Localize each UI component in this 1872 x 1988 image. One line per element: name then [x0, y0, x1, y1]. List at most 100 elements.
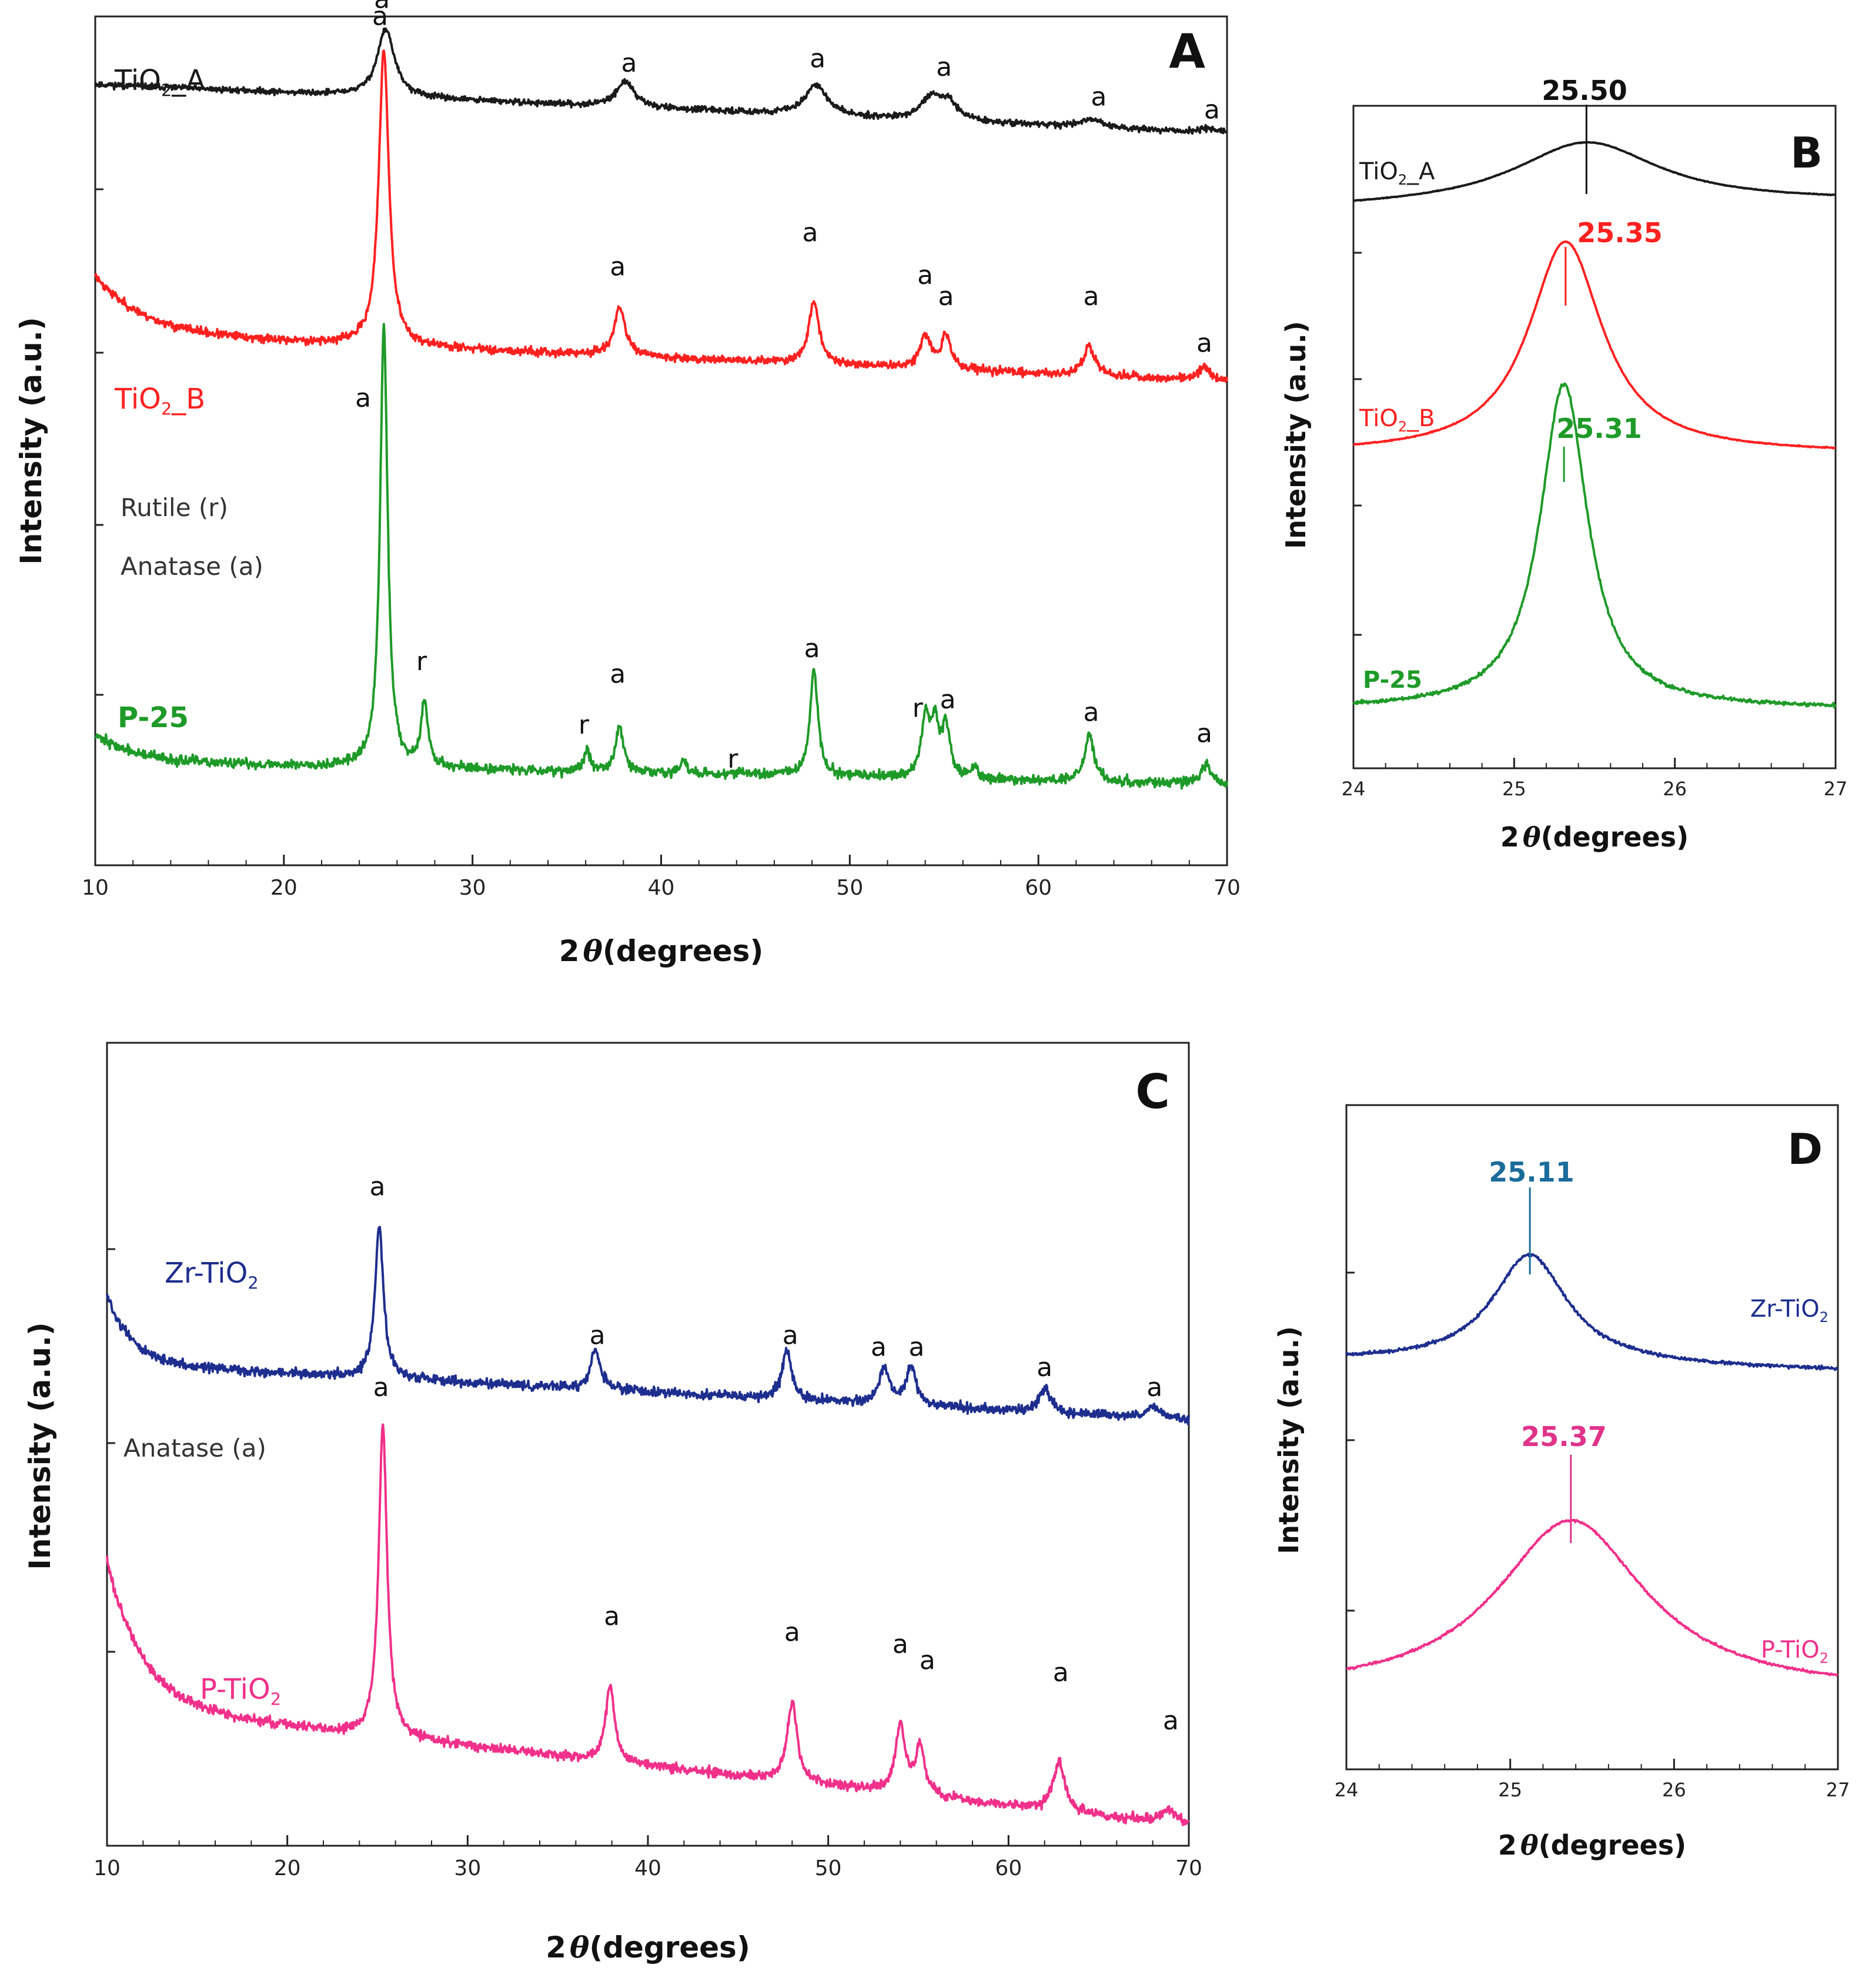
peak-label-anatase: a [1084, 698, 1099, 728]
series-label-main: TiO [1359, 405, 1398, 432]
series-label: TiO2_A [1359, 158, 1435, 188]
peak-position-value: 25.31 [1556, 413, 1642, 444]
x-axis-label-symbol: θ [583, 933, 603, 968]
x-tick-label: 40 [634, 1856, 661, 1880]
peak-label-rutile: r [912, 693, 924, 723]
x-axis-label-suffix: (degrees) [1541, 821, 1689, 853]
series-label-subscript: 2 [1398, 419, 1407, 435]
peak-label-anatase: a [372, 1, 388, 31]
series-label-main: Zr-TiO [165, 1257, 248, 1290]
plot-frame [1352, 105, 1837, 769]
series-label-subscript: 2 [270, 1689, 281, 1709]
peak-label-anatase: a [1091, 82, 1107, 112]
x-axis-label: 2 θ(degrees) [546, 1930, 750, 1964]
x-tick-label: 30 [454, 1856, 481, 1880]
series-label: P-TiO2 [200, 1673, 281, 1709]
peak-label-anatase: a [908, 1333, 924, 1363]
series-label-tail: _A [1406, 158, 1435, 185]
x-tick-label: 26 [1662, 1779, 1686, 1801]
series-line-tio2-b [94, 49, 1228, 383]
y-axis-label: Intensity (a.u.) [1280, 321, 1312, 549]
series-label: TiO2_B [114, 383, 205, 419]
peak-label-anatase: a [783, 1320, 798, 1350]
x-tick-label: 27 [1826, 1779, 1850, 1801]
peak-label-anatase: a [1146, 1373, 1162, 1403]
panel-letter: B [1790, 128, 1823, 178]
x-axis-label-prefix: 2 [1498, 1829, 1517, 1861]
series-label: P-25 [118, 701, 189, 734]
x-axis-label: 2 θ(degrees) [1500, 821, 1689, 853]
peak-label-anatase: a [610, 660, 626, 690]
peak-label-anatase: a [940, 685, 956, 715]
legend-note: Rutile (r) [121, 493, 228, 522]
x-tick-label: 70 [1214, 876, 1241, 900]
y-axis-label: Intensity (a.u.) [14, 317, 48, 564]
series-label-subscript: 2 [161, 399, 172, 419]
series-line-zr-tio2 [1345, 1253, 1839, 1371]
peak-label-anatase: a [370, 1172, 386, 1202]
series-label-subscript: 2 [1398, 172, 1407, 188]
x-tick-label: 70 [1175, 1856, 1202, 1880]
series-line-tio2-a [94, 27, 1228, 135]
panel-letter: C [1135, 1065, 1170, 1119]
peak-label-anatase: a [621, 48, 637, 78]
series-label-main: TiO [114, 383, 161, 416]
x-axis-label-suffix: (degrees) [1539, 1829, 1687, 1861]
x-tick-label: 20 [274, 1856, 301, 1880]
series-line-p25 [95, 323, 1228, 790]
x-axis-label-symbol: θ [1520, 1829, 1539, 1861]
series-label-subscript: 2 [161, 81, 172, 101]
x-axis-label-prefix: 2 [559, 934, 580, 968]
series-label: P-25 [1363, 667, 1422, 694]
series-label: Zr-TiO2 [165, 1257, 259, 1293]
series-label-main: P-TiO [200, 1673, 270, 1706]
series-line-tio2-b [1352, 240, 1836, 450]
peak-label-anatase: a [1204, 95, 1220, 125]
peak-label-anatase: a [1084, 282, 1099, 312]
panel-letter: A [1169, 24, 1205, 79]
peak-label-anatase: a [1037, 1353, 1052, 1383]
y-axis-label: Intensity (a.u.) [1273, 1326, 1305, 1554]
peak-label-anatase: a [917, 260, 933, 290]
legend-note: Anatase (a) [123, 1434, 266, 1462]
series-line-p-tio2 [1346, 1518, 1838, 1676]
peak-label-anatase: a [892, 1629, 908, 1659]
x-tick-label: 50 [836, 876, 863, 900]
peak-label-anatase: a [590, 1320, 606, 1350]
series-line-p-tio2 [106, 1423, 1190, 1826]
peak-label-anatase: a [920, 1645, 935, 1675]
x-tick-label: 26 [1663, 778, 1687, 800]
peak-label-anatase: a [802, 218, 818, 248]
x-tick-label: 27 [1824, 778, 1848, 800]
panel-letter: D [1787, 1124, 1823, 1174]
peak-label-anatase: a [810, 44, 825, 74]
x-axis-label-prefix: 2 [546, 1930, 566, 1964]
peak-label-anatase: a [1196, 328, 1212, 358]
x-tick-label: 24 [1342, 778, 1366, 800]
series-label-subscript: 2 [1820, 1650, 1828, 1666]
peak-label-anatase: a [936, 52, 952, 82]
peak-label-anatase: a [604, 1601, 620, 1631]
x-tick-label: 20 [270, 876, 297, 900]
peak-position-value: 25.11 [1489, 1156, 1575, 1188]
legend-note: Anatase (a) [121, 552, 263, 581]
peak-label-anatase: a [804, 634, 820, 664]
peak-label-anatase: a [373, 1373, 389, 1403]
x-axis-label: 2 θ(degrees) [1498, 1829, 1686, 1861]
series-label-main: TiO [114, 64, 161, 97]
series-label-tail: _A [171, 64, 205, 97]
series-label: P-TiO2 [1761, 1636, 1828, 1666]
series-label: Zr-TiO2 [1750, 1296, 1828, 1326]
series-line-tio2-a [1353, 140, 1836, 202]
peak-label-rutile: r [416, 647, 427, 677]
peak-label-rutile: r [727, 744, 738, 774]
series-label-tail: _B [1406, 405, 1435, 432]
series-label-tail: _B [171, 383, 205, 416]
x-tick-label: 24 [1335, 1779, 1359, 1801]
peak-position-value: 25.50 [1542, 75, 1627, 106]
x-tick-label: 10 [93, 1856, 121, 1880]
